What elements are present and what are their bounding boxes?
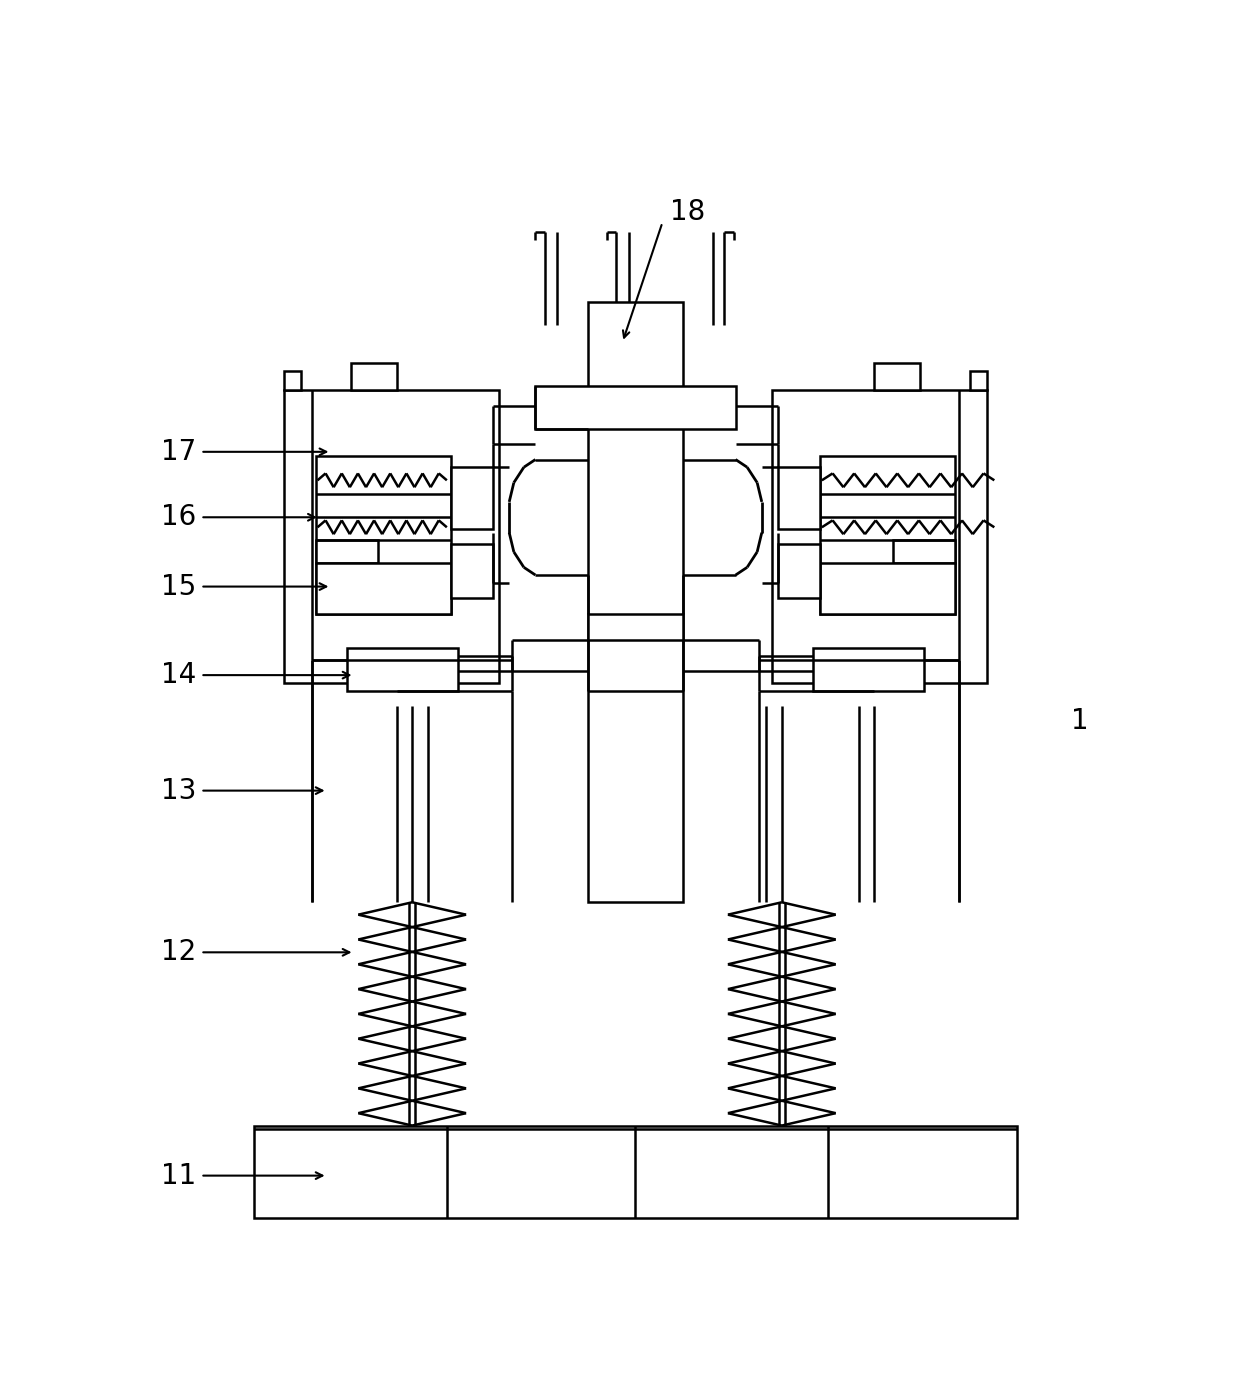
Bar (316, 563, 450, 613)
Text: 15: 15 (161, 573, 197, 601)
Bar (254, 1125, 1017, 1219)
Bar (821, 563, 955, 613)
Bar (971, 371, 987, 391)
Bar (777, 467, 821, 529)
Text: 11: 11 (161, 1161, 197, 1189)
Text: 13: 13 (161, 776, 197, 804)
Bar (316, 456, 450, 613)
Bar (777, 544, 821, 598)
Bar (316, 540, 377, 563)
Bar (450, 467, 494, 529)
Text: 16: 16 (161, 504, 197, 531)
Bar (450, 544, 494, 598)
Text: 14: 14 (161, 661, 197, 689)
Bar (284, 391, 500, 683)
Text: 1: 1 (1070, 707, 1089, 736)
Bar (874, 363, 920, 391)
Text: 12: 12 (161, 939, 197, 967)
Bar (588, 613, 683, 640)
Bar (771, 391, 987, 683)
Bar (588, 302, 683, 903)
Bar (351, 363, 397, 391)
Bar (347, 648, 459, 690)
Bar (284, 371, 300, 391)
Bar (536, 387, 735, 428)
Bar (821, 456, 955, 613)
Bar (812, 648, 924, 690)
Text: 17: 17 (161, 438, 197, 466)
Bar (894, 540, 955, 563)
Text: 18: 18 (670, 198, 706, 225)
